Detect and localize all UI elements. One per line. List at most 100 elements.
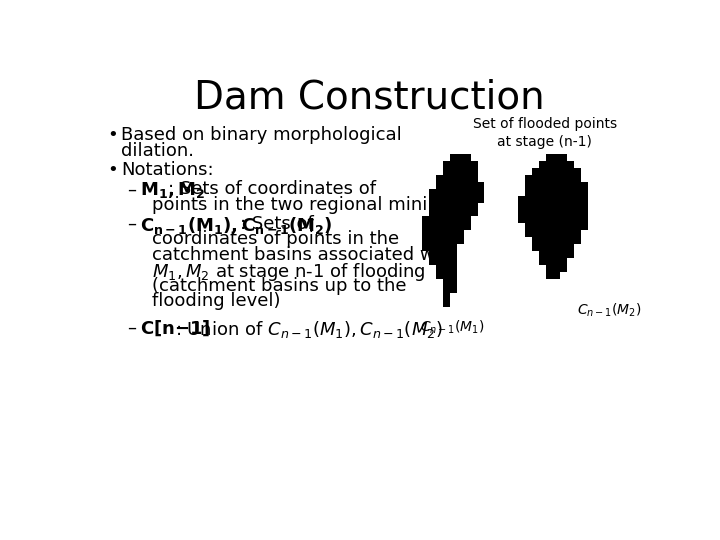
Bar (443, 251, 449, 258)
Text: $M_1, M_2$ at stage n-1 of flooding: $M_1, M_2$ at stage n-1 of flooding (152, 261, 426, 283)
Bar (532, 210, 539, 217)
Bar (449, 210, 456, 217)
Bar (443, 161, 449, 168)
Bar (456, 175, 464, 182)
Bar (456, 182, 464, 189)
Bar (464, 217, 471, 224)
Bar (553, 189, 559, 195)
Bar (539, 224, 546, 231)
Bar (559, 195, 567, 202)
Text: coordinates of points in the: coordinates of points in the (152, 231, 399, 248)
Bar (449, 161, 456, 168)
Bar (436, 195, 443, 202)
Bar (539, 195, 546, 202)
Bar (574, 231, 580, 237)
Bar (428, 258, 436, 265)
Bar (539, 251, 546, 258)
Bar (443, 210, 449, 217)
Bar (471, 189, 477, 195)
Bar (436, 182, 443, 189)
Text: $\mathbf{C_{n-1}(M_1), C_{n-1}(M_2)}$: $\mathbf{C_{n-1}(M_1), C_{n-1}(M_2)}$ (140, 215, 332, 236)
Bar (443, 182, 449, 189)
Bar (449, 168, 456, 175)
Bar (559, 175, 567, 182)
Bar (464, 168, 471, 175)
Bar (449, 237, 456, 244)
Bar (428, 210, 436, 217)
Bar (580, 217, 588, 224)
Bar (456, 237, 464, 244)
Bar (525, 175, 532, 182)
Bar (428, 195, 436, 202)
Bar (559, 244, 567, 251)
Bar (471, 202, 477, 210)
Bar (567, 251, 574, 258)
Bar (471, 175, 477, 182)
Bar (449, 182, 456, 189)
Text: (catchment basins up to the: (catchment basins up to the (152, 276, 407, 294)
Bar (443, 202, 449, 210)
Bar (567, 168, 574, 175)
Bar (449, 195, 456, 202)
Bar (559, 258, 567, 265)
Bar (456, 189, 464, 195)
Bar (546, 251, 553, 258)
Bar (449, 272, 456, 279)
Bar (580, 189, 588, 195)
Bar (567, 202, 574, 210)
Bar (464, 224, 471, 231)
Bar (525, 195, 532, 202)
Bar (436, 210, 443, 217)
Bar (546, 195, 553, 202)
Bar (456, 210, 464, 217)
Text: Set of flooded points
at stage (n-1): Set of flooded points at stage (n-1) (473, 117, 617, 149)
Bar (546, 210, 553, 217)
Bar (471, 210, 477, 217)
Bar (443, 189, 449, 195)
Text: : Sets of coordinates of: : Sets of coordinates of (168, 180, 376, 198)
Bar (422, 231, 428, 237)
Bar (532, 237, 539, 244)
Bar (567, 175, 574, 182)
Bar (436, 258, 443, 265)
Bar (546, 168, 553, 175)
Bar (553, 175, 559, 182)
Bar (422, 244, 428, 251)
Bar (449, 202, 456, 210)
Bar (449, 258, 456, 265)
Bar (553, 224, 559, 231)
Bar (559, 182, 567, 189)
Bar (464, 161, 471, 168)
Bar (559, 202, 567, 210)
Text: $\mathbf{C[n{-}1]}$: $\mathbf{C[n{-}1]}$ (140, 319, 210, 339)
Bar (422, 224, 428, 231)
Bar (443, 286, 449, 293)
Bar (464, 189, 471, 195)
Bar (539, 161, 546, 168)
Bar (574, 210, 580, 217)
Bar (443, 293, 449, 300)
Text: $\mathbf{M_1, M_2}$: $\mathbf{M_1, M_2}$ (140, 180, 205, 200)
Bar (471, 161, 477, 168)
Bar (456, 195, 464, 202)
Bar (539, 210, 546, 217)
Bar (525, 202, 532, 210)
Bar (580, 210, 588, 217)
Bar (443, 217, 449, 224)
Bar (532, 195, 539, 202)
Bar (553, 154, 559, 161)
Bar (539, 189, 546, 195)
Bar (456, 202, 464, 210)
Text: Dam Construction: Dam Construction (194, 79, 544, 117)
Bar (449, 189, 456, 195)
Bar (539, 175, 546, 182)
Text: –: – (127, 180, 136, 198)
Bar (567, 224, 574, 231)
Bar (559, 210, 567, 217)
Bar (567, 217, 574, 224)
Bar (428, 202, 436, 210)
Bar (443, 224, 449, 231)
Bar (456, 231, 464, 237)
Bar (574, 182, 580, 189)
Text: Notations:: Notations: (121, 161, 214, 179)
